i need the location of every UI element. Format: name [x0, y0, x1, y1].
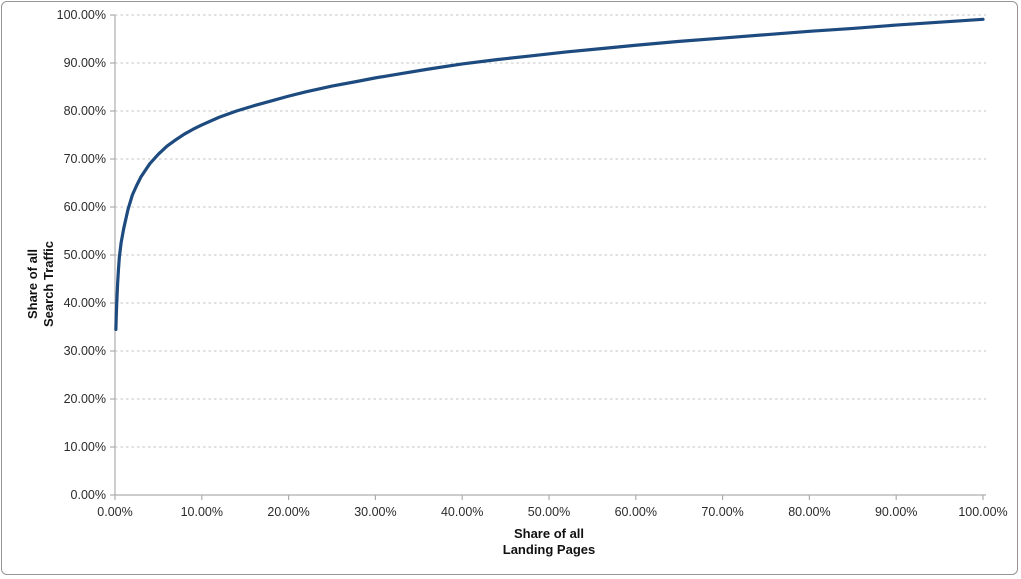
y-axis-title-line1: Share of all: [25, 248, 40, 320]
x-tick-label: 20.00%: [267, 505, 310, 519]
x-tick-label: 90.00%: [874, 505, 918, 519]
y-tick-label: 30.00%: [63, 344, 106, 358]
y-tick-label: 100.00%: [56, 8, 106, 22]
x-tick-label: 80.00%: [788, 505, 831, 519]
x-axis-title: Share of all Landing Pages: [503, 526, 595, 558]
y-tick-label: 20.00%: [63, 392, 106, 406]
x-axis-title-line2: Landing Pages: [502, 542, 596, 557]
y-tick-label: 10.00%: [63, 440, 106, 454]
series-line: [114, 17, 985, 331]
y-tick-label: 0.00%: [70, 488, 106, 502]
y-tick-label: 60.00%: [63, 200, 106, 214]
x-tick-label: 0.00%: [97, 505, 133, 519]
x-tick-label: 70.00%: [701, 505, 744, 519]
y-axis-title-line2: Search Traffic: [41, 241, 56, 327]
x-tick-label: 60.00%: [614, 505, 657, 519]
x-tick-label: 30.00%: [354, 505, 397, 519]
y-tick-label: 40.00%: [63, 296, 106, 310]
y-axis-title: Share of all Search Traffic: [25, 241, 57, 327]
y-tick-label: 80.00%: [63, 104, 106, 118]
x-tick-label: 40.00%: [440, 505, 484, 519]
y-tick-label: 50.00%: [63, 248, 106, 262]
x-tick-label: 50.00%: [527, 505, 571, 519]
x-axis-title-line1: Share of all: [513, 526, 585, 541]
x-tick-label: 10.00%: [180, 505, 223, 519]
y-tick-label: 70.00%: [63, 152, 106, 166]
x-tick-label: 100.00%: [958, 505, 1008, 519]
y-tick-label: 90.00%: [63, 56, 106, 70]
